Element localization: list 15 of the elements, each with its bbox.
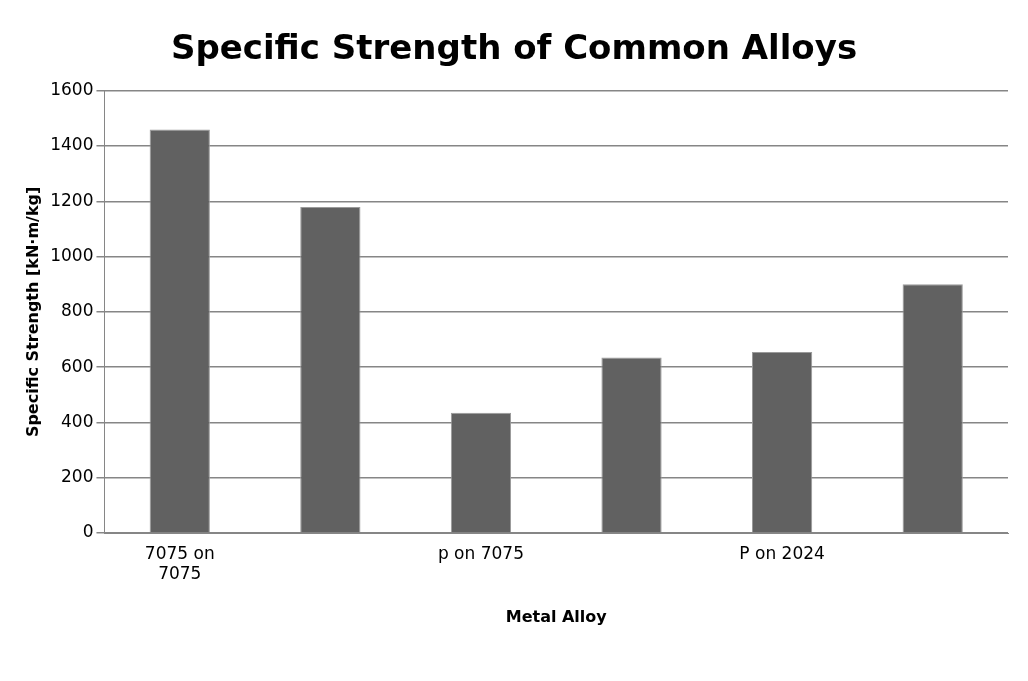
x-tick-label: 7075 on 7075 bbox=[144, 542, 215, 584]
y-axis-title: Specific Strength [kN·m/kg] bbox=[22, 186, 42, 438]
chart-title: Specific Strength of Common Alloys bbox=[170, 27, 858, 68]
y-tick-label: 1000 bbox=[50, 245, 94, 266]
y-tick-label: 800 bbox=[61, 300, 94, 321]
y-tick-label: 600 bbox=[61, 355, 94, 376]
y-tick-label: 200 bbox=[61, 466, 94, 487]
y-tick-label: 1600 bbox=[50, 79, 94, 100]
y-tick-label: 400 bbox=[61, 410, 94, 431]
y-tick-label: 0 bbox=[82, 521, 94, 542]
y-tick-label: 1200 bbox=[50, 189, 94, 210]
x-tick-label: p on 7075 bbox=[437, 542, 524, 563]
x-tick-label: P on 2024 bbox=[739, 542, 825, 563]
y-tick-label: 1400 bbox=[50, 134, 94, 155]
x-axis-title: Metal Alloy bbox=[505, 606, 608, 626]
